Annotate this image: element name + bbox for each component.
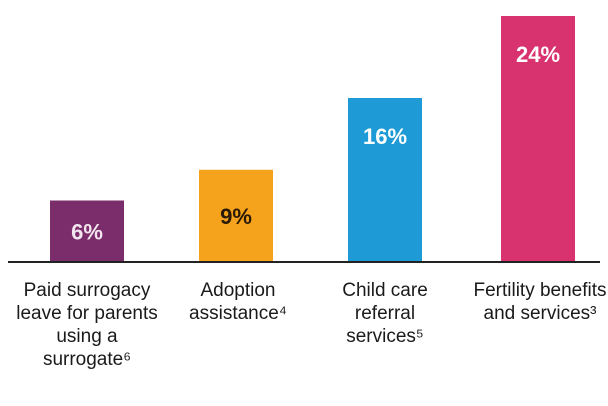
bar-value-label-3: 16% [363,124,407,149]
bar-2 [199,169,273,262]
category-label-4: Fertility benefits and services³ [473,280,606,324]
bar-value-label-2: 9% [220,204,252,229]
bar-value-label-4: 24% [516,42,560,67]
category-label-3: Child care referral services⁵ [342,280,428,347]
bar-1 [50,200,124,262]
category-label-1: Paid surrogacy leave for parents using a su… [16,280,158,370]
bar-4 [501,16,575,262]
bar-3 [348,98,422,262]
category-label-2: Adoption assistance⁴ [189,280,287,324]
bar-value-label-1: 6% [71,219,103,244]
